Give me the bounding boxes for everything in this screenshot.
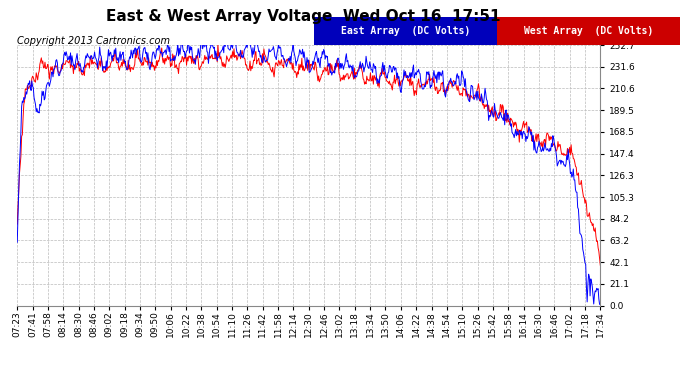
Text: West Array  (DC Volts): West Array (DC Volts) xyxy=(524,26,653,36)
Text: Copyright 2013 Cartronics.com: Copyright 2013 Cartronics.com xyxy=(17,36,170,46)
Text: East & West Array Voltage  Wed Oct 16  17:51: East & West Array Voltage Wed Oct 16 17:… xyxy=(106,9,501,24)
Text: East Array  (DC Volts): East Array (DC Volts) xyxy=(341,26,470,36)
